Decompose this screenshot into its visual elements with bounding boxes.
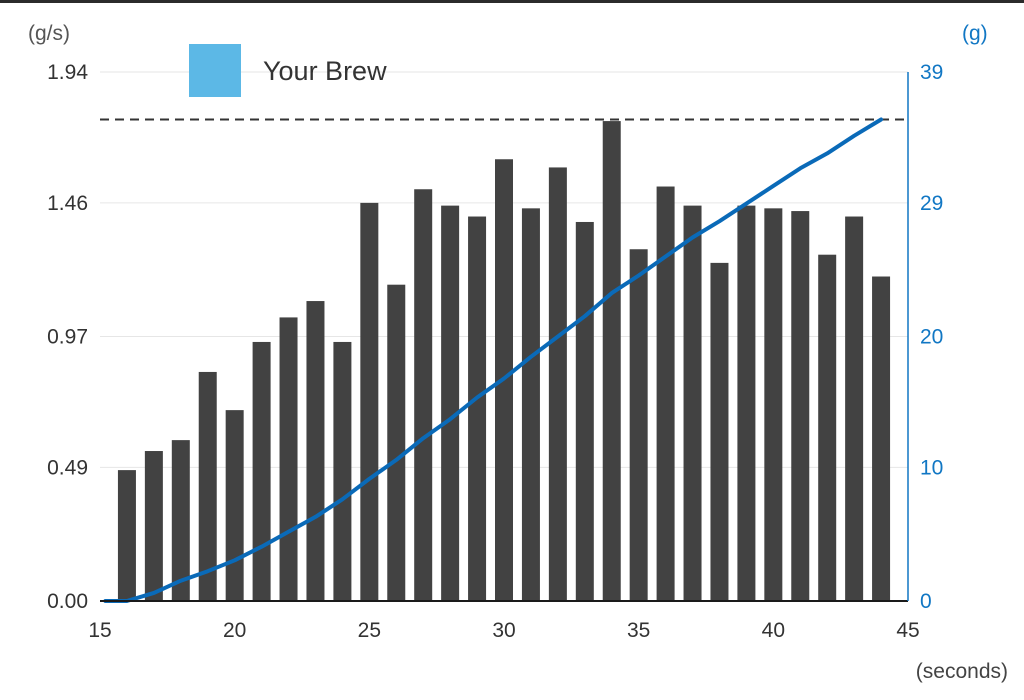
x-axis-unit: (seconds) bbox=[916, 660, 1008, 683]
x-tick-35: 35 bbox=[627, 619, 650, 642]
flow-rate-bars bbox=[117, 121, 891, 602]
left-tick-1.94: 1.94 bbox=[47, 61, 88, 84]
x-tick-45: 45 bbox=[896, 619, 919, 642]
x-tick-30: 30 bbox=[492, 619, 515, 642]
flow-bar-20 bbox=[225, 410, 244, 601]
axes bbox=[100, 72, 909, 602]
right-axis-unit: (g) bbox=[962, 22, 988, 45]
x-tick-15: 15 bbox=[88, 619, 111, 642]
right-tick-0: 0 bbox=[920, 590, 932, 613]
left-tick-0.97: 0.97 bbox=[47, 326, 88, 349]
left-tick-1.46: 1.46 bbox=[47, 192, 88, 215]
flow-bar-38 bbox=[710, 262, 729, 601]
flow-bar-19 bbox=[198, 371, 217, 601]
flow-bar-17 bbox=[144, 451, 163, 601]
flow-bar-28 bbox=[441, 205, 460, 601]
flow-bar-36 bbox=[656, 186, 675, 602]
flow-bar-29 bbox=[468, 216, 487, 601]
right-tick-39: 39 bbox=[920, 61, 943, 84]
top-border bbox=[0, 0, 1024, 3]
x-tick-40: 40 bbox=[762, 619, 785, 642]
x-tick-25: 25 bbox=[358, 619, 381, 642]
x-tick-20: 20 bbox=[223, 619, 246, 642]
left-tick-0.49: 0.49 bbox=[47, 456, 88, 479]
flow-bar-22 bbox=[279, 317, 298, 601]
flow-bar-39 bbox=[737, 205, 756, 601]
flow-bar-31 bbox=[521, 208, 540, 601]
flow-bar-34 bbox=[602, 121, 621, 602]
flow-bar-35 bbox=[629, 249, 648, 602]
flow-bar-25 bbox=[360, 202, 379, 601]
flow-bar-23 bbox=[306, 301, 325, 601]
right-tick-20: 20 bbox=[920, 326, 943, 349]
flow-bar-43 bbox=[845, 216, 864, 601]
weight-series-line bbox=[103, 117, 884, 603]
left-tick-0.00: 0.00 bbox=[47, 590, 88, 613]
flow-bar-40 bbox=[764, 208, 783, 601]
weight-line bbox=[103, 117, 884, 603]
left-axis-unit: (g/s) bbox=[28, 22, 70, 45]
flow-bar-24 bbox=[333, 341, 352, 601]
legend-swatch bbox=[189, 44, 241, 97]
flow-bar-37 bbox=[683, 205, 702, 601]
flow-bar-41 bbox=[791, 211, 810, 601]
flow-bar-32 bbox=[548, 167, 567, 601]
flow-bar-26 bbox=[387, 284, 406, 601]
legend-label: Your Brew bbox=[263, 56, 387, 86]
flow-bar-33 bbox=[575, 221, 594, 601]
right-tick-29: 29 bbox=[920, 192, 943, 215]
flow-bar-16 bbox=[117, 470, 136, 601]
right-tick-10: 10 bbox=[920, 456, 943, 479]
flow-bar-21 bbox=[252, 341, 271, 601]
flow-bar-42 bbox=[818, 254, 837, 602]
tick-labels: 15 20 25 30 35 40 45 0.00 0.49 0.97 1.46 1.94 0 10 20 2… bbox=[47, 61, 943, 642]
flow-bar-27 bbox=[414, 189, 433, 602]
flow-bar-44 bbox=[872, 276, 891, 601]
flow-bar-18 bbox=[171, 440, 190, 601]
